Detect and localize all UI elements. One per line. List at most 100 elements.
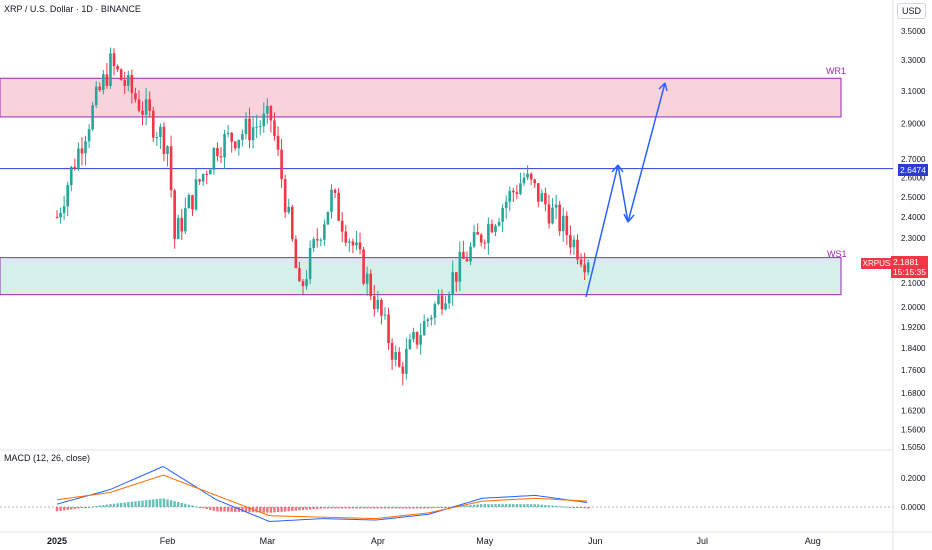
candle: [512, 190, 515, 193]
candle: [458, 251, 462, 282]
macd-histogram-bar: [105, 504, 109, 507]
macd-histogram-bar: [91, 506, 94, 508]
time-tick-label: May: [476, 536, 494, 546]
candle: [565, 215, 569, 236]
macd-tick-label: 0.0000: [901, 503, 926, 512]
support-zone: [0, 257, 842, 296]
macd-histogram-bar: [212, 507, 216, 511]
currency-button[interactable]: USD: [896, 3, 926, 19]
candle: [504, 201, 508, 208]
candle: [283, 179, 287, 213]
candle: [387, 314, 390, 344]
candle: [87, 129, 91, 142]
candle: [522, 177, 526, 184]
candle: [494, 225, 497, 233]
macd-histogram-bar: [444, 507, 447, 508]
candle: [476, 232, 479, 235]
time-tick-label: 2025: [47, 536, 67, 546]
candle: [561, 215, 565, 232]
macd-histogram-bar: [84, 507, 87, 508]
macd-title: MACD (12, 26, close): [4, 453, 91, 463]
macd-histogram-bar: [269, 507, 273, 513]
candle: [540, 193, 544, 202]
candle: [355, 242, 358, 246]
macd-histogram-bar: [330, 507, 333, 509]
macd-histogram-bar: [554, 505, 558, 507]
resistance-zone: [0, 77, 842, 118]
macd-histogram-bar: [80, 507, 84, 508]
candle: [105, 74, 109, 86]
macd-histogram-bar: [519, 504, 522, 507]
macd-histogram-bar: [522, 504, 526, 507]
candle: [440, 295, 444, 310]
macd-histogram-bar: [529, 504, 533, 507]
macd-histogram-bar: [166, 499, 169, 507]
price-tick-label: 2.9000: [901, 120, 926, 129]
candle: [487, 223, 490, 244]
candle: [372, 296, 376, 310]
macd-histogram-bar: [273, 507, 276, 513]
macd-histogram-bar: [412, 507, 415, 509]
candle: [219, 156, 223, 158]
time-tick-label: Apr: [371, 536, 385, 546]
candle: [151, 110, 155, 138]
candle: [394, 351, 397, 360]
macd-histogram-bar: [276, 507, 280, 513]
candle: [326, 211, 330, 225]
candle: [287, 206, 291, 213]
macd-histogram-bar: [219, 507, 223, 512]
macd-histogram-bar: [201, 507, 205, 509]
candle: [84, 141, 87, 154]
macd-histogram-bar: [70, 507, 73, 510]
macd-histogram-bar: [191, 505, 194, 507]
macd-histogram-bar: [255, 507, 258, 513]
candle: [323, 224, 326, 240]
macd-histogram-bar: [266, 507, 269, 513]
candle: [515, 192, 519, 194]
macd-line: [56, 465, 588, 522]
candle: [73, 166, 77, 169]
macd-histogram-bar: [177, 501, 180, 507]
candle: [390, 343, 394, 360]
resistance-price-tag: 2.6474: [898, 164, 928, 176]
macd-histogram-bar: [426, 507, 429, 509]
macd-histogram-bar: [169, 500, 173, 507]
current-price: 2.1881: [892, 257, 919, 267]
macd-histogram-bar: [487, 504, 490, 507]
candle: [226, 132, 230, 134]
macd-histogram-bar: [216, 507, 219, 512]
macd-histogram-bar: [119, 502, 123, 507]
candle: [551, 207, 554, 224]
candle: [244, 118, 248, 135]
candle: [362, 249, 365, 284]
macd-histogram-bar: [155, 499, 159, 507]
macd-histogram-bar: [415, 507, 419, 509]
macd-histogram-bar: [123, 502, 126, 507]
candle: [501, 207, 504, 222]
candle: [130, 74, 134, 94]
candle: [586, 262, 590, 273]
macd-histogram-bar: [490, 504, 494, 507]
macd-histogram-bar: [152, 499, 155, 507]
macd-histogram-bar: [508, 504, 511, 507]
candle: [112, 53, 116, 67]
candle: [451, 272, 455, 296]
candle: [55, 216, 59, 218]
price-tick-label: 1.8400: [901, 344, 926, 353]
macd-histogram-bar: [287, 507, 290, 512]
macd-histogram-bar: [537, 504, 540, 507]
candle: [294, 239, 298, 269]
candle: [276, 135, 280, 150]
macd-histogram-bar: [390, 507, 394, 509]
macd-histogram-bar: [348, 507, 351, 509]
support-zone-label: WS1: [827, 249, 847, 259]
candle: [94, 86, 98, 106]
candle: [176, 217, 180, 239]
candle: [419, 335, 422, 345]
candle: [547, 204, 551, 224]
candle: [248, 118, 251, 141]
price-tick-label: 2.0000: [901, 303, 926, 312]
macd-histogram-bar: [540, 504, 544, 507]
